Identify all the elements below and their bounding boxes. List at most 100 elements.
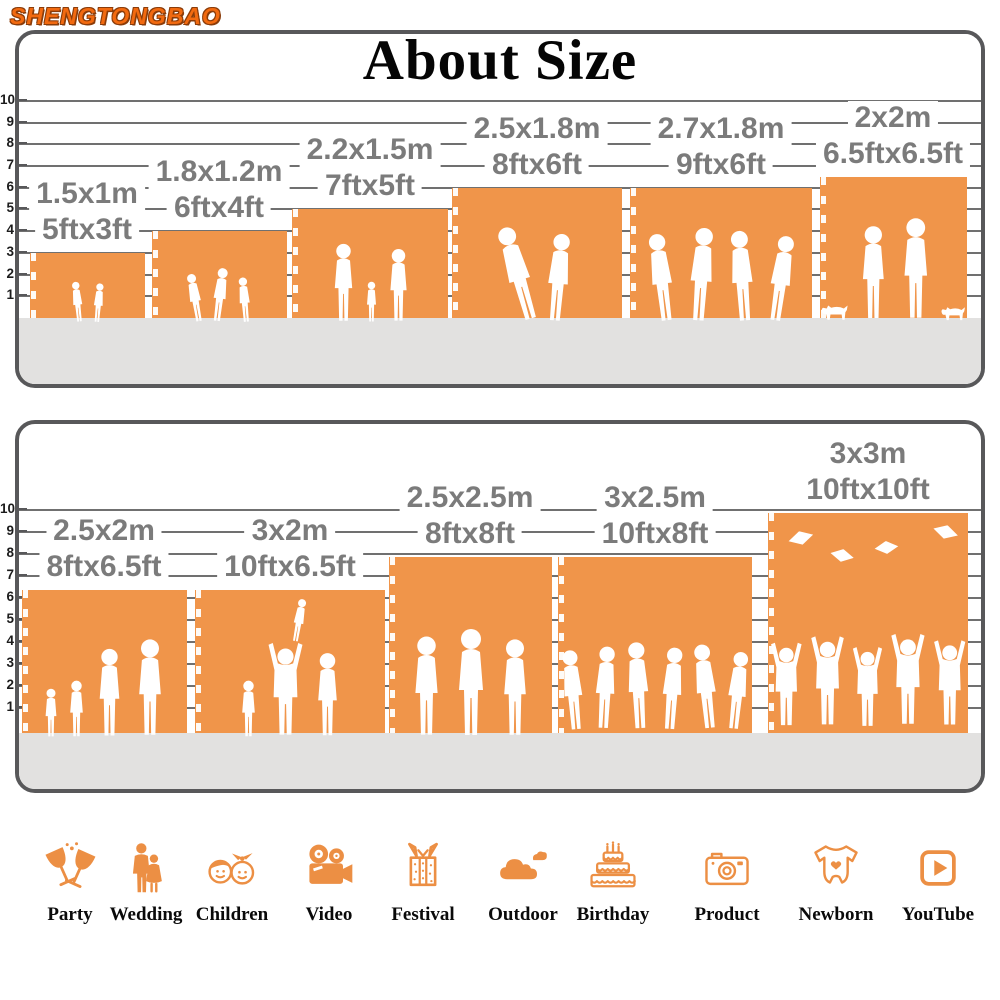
size-metric: 3x2m [244,514,336,548]
category-wedding: Wedding [98,840,194,926]
size-imperial: 10ftx8ft [594,517,716,551]
category-label: Video [305,904,353,925]
size-metric: 3x2.5m [597,481,713,515]
photo-camera-icon [705,852,749,886]
ruler-tick: 8 [0,545,27,561]
size-imperial: 8ftx8ft [417,517,522,551]
size-metric: 3x3m [822,437,914,471]
size-metric: 2.2x1.5m [299,133,441,167]
size-label: 2.5x2.5m 8ftx8ft [399,481,541,551]
size-metric: 2.5x2m [46,514,162,548]
size-imperial: 7ftx5ft [317,169,422,203]
ruler-tick: 5 [0,611,27,627]
size-panel-top: About Size [15,30,985,388]
ruler-tick: 6 [0,179,27,195]
page-title: About Size [19,34,981,93]
silhouette-wedding-couple [452,225,622,323]
size-label: 3x3m 10ftx10ft [799,437,937,507]
category-video: Video [281,840,377,926]
silhouette-family-walking [292,243,448,323]
size-imperial: 9ftx6ft [668,148,773,182]
ruler-tick: 4 [0,222,27,238]
category-label: YouTube [901,904,975,925]
size-metric: 2x2m [847,101,939,135]
size-label: 3x2.5m 10ftx8ft [594,481,716,551]
backdrop-swatch-2.5x2.5m [389,557,552,733]
category-youtube: YouTube [890,840,986,926]
ruler-tick: 3 [0,244,27,260]
category-children: Children [184,840,280,926]
category-outdoor: Outdoor [475,840,571,926]
ground-strip [19,318,981,384]
ruler-tick: 2 [0,677,27,693]
silhouette-family-lifting-child [195,643,385,738]
category-label: Product [694,904,760,925]
size-imperial: 5ftx3ft [34,213,139,247]
size-imperial: 6ftx4ft [166,191,271,225]
category-product: Product [679,840,775,926]
ruler-line [19,100,981,102]
backdrop-swatch-1.8x1.2m [152,231,287,318]
size-label: 2.7x1.8m 9ftx6ft [650,112,792,182]
play-button-icon [920,850,956,886]
category-label: Party [47,904,93,925]
ruler-tick: 3 [0,655,27,671]
silhouette-group-of-friends [558,634,752,738]
size-metric: 2.5x2.5m [399,481,541,515]
category-label: Wedding [109,904,183,925]
backdrop-swatch-2.5x2m [22,590,187,733]
category-birthday: Birthday [565,840,661,926]
category-label: Outdoor [488,904,558,925]
category-festival: Festival [375,840,471,926]
ruler-tick: 10 [0,501,27,516]
ruler-tick: 2 [0,266,27,282]
size-label: 3x2m 10ftx6.5ft [217,514,363,584]
size-label: 1.5x1m 5ftx3ft [29,177,145,247]
baby-onesie-icon [814,845,858,884]
ruler-tick: 1 [0,287,27,303]
size-panel-bottom: 2.5x2m 8ftx6.5ft 3x2m 10ftx6.5ft 2.5x2.5… [15,420,985,793]
backdrop-swatch-2.2x1.5m [292,209,448,318]
size-metric: 1.5x1m [29,177,145,211]
ruler-tick: 9 [0,523,27,539]
backdrop-swatch-2.5x1.8m [452,188,622,318]
movie-camera-icon [309,844,353,884]
size-label: 1.8x1.2m 6ftx4ft [148,155,290,225]
brand-logo: SHENGTONGBAO [10,3,221,29]
size-metric: 2.7x1.8m [650,112,792,146]
ruler-tick: 10 [0,92,27,107]
category-label: Birthday [576,904,650,925]
ruler-tick: 7 [0,567,27,583]
size-label: 2x2m 6.5ftx6.5ft [815,101,971,171]
category-label: Festival [391,904,455,925]
size-label: 2.5x2m 8ftx6.5ft [39,514,169,584]
birthday-cake-icon [590,841,636,888]
ruler-tick: 9 [0,114,27,130]
backdrop-swatch-3x2m [195,590,385,733]
size-imperial: 8ftx6ft [484,148,589,182]
size-imperial: 6.5ftx6.5ft [815,137,971,171]
backdrop-swatch-3x3m [768,513,968,733]
category-newborn: Newborn [788,840,884,926]
wedding-couple-icon [132,843,162,893]
backdrop-swatch-3x2.5m [558,557,752,733]
category-label: Children [195,904,269,925]
backdrop-swatch-2.7x1.8m [630,188,812,318]
size-metric: 2.5x1.8m [466,112,608,146]
silhouette-girls-dancing [630,227,812,323]
ruler-tick: 8 [0,135,27,151]
ruler-tick: 4 [0,633,27,649]
ruler-tick: 5 [0,200,27,216]
toast-glasses-icon [45,842,96,888]
backdrop-swatch-1.5x1m [30,253,145,318]
category-label: Newborn [798,904,874,925]
ground-strip [19,733,981,789]
size-label: 2.5x1.8m 8ftx6ft [466,112,608,182]
children-faces-icon [208,853,255,885]
ruler-tick: 6 [0,589,27,605]
silhouette-family-with-kids [22,638,187,738]
silhouette-graduates-celebrating [768,623,968,738]
ruler-line [19,553,981,555]
size-imperial: 8ftx6.5ft [39,550,169,584]
